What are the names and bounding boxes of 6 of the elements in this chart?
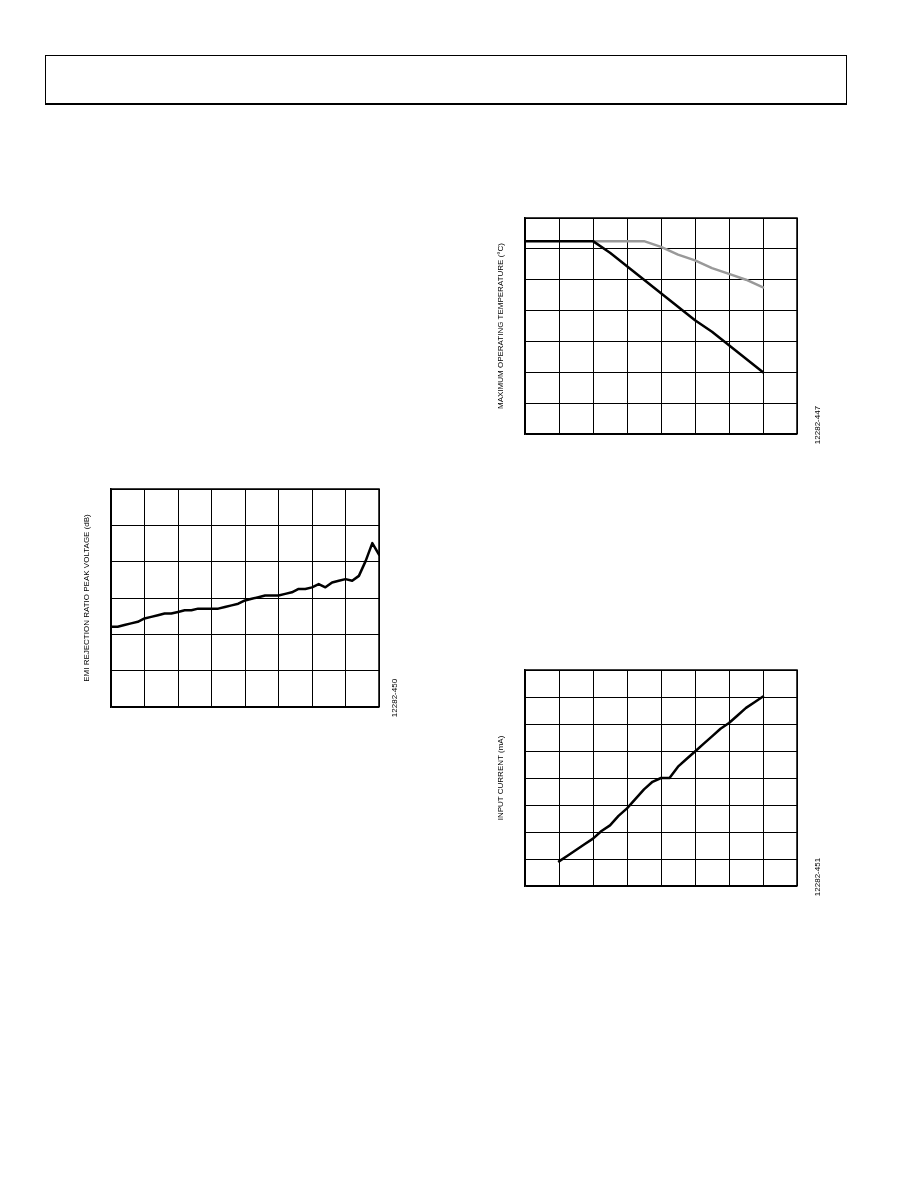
y-axis-title: INPUT CURRENT (mA) <box>495 735 505 821</box>
y-axis-title: MAXIMUM OPERATING TEMPERATURE (°C) <box>495 243 505 409</box>
y-axis-title: EMI REJECTION RATIO PEAK VOLTAGE (dB) <box>81 514 91 682</box>
text: 12282-451 <box>812 857 822 897</box>
text: 12282-447 <box>812 405 822 445</box>
text: 12282-450 <box>389 678 399 718</box>
